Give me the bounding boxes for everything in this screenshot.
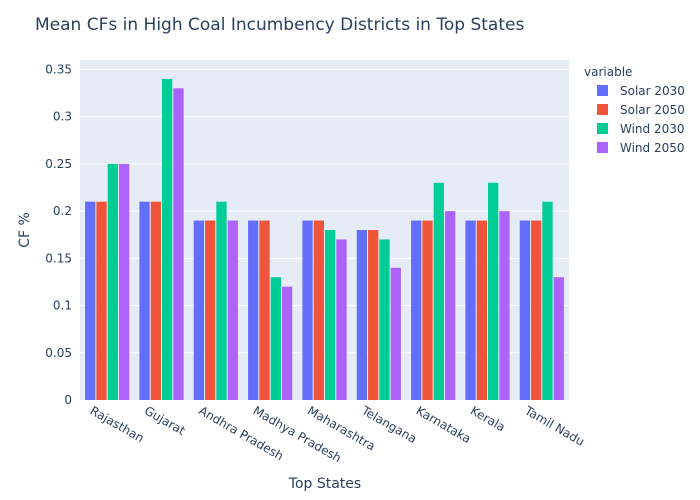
legend-label: Solar 2030 bbox=[620, 84, 685, 98]
y-tick-label: 0.1 bbox=[53, 299, 72, 313]
bar-solar-2050-gujarat[interactable] bbox=[150, 201, 161, 400]
bar-solar-2030-rajasthan[interactable] bbox=[85, 201, 96, 400]
bar-wind-2030-karnataka[interactable] bbox=[433, 182, 444, 400]
y-tick-label: 0.2 bbox=[53, 204, 72, 218]
bar-wind-2050-karnataka[interactable] bbox=[444, 211, 456, 400]
bar-solar-2050-maharashtra[interactable] bbox=[313, 220, 324, 400]
bar-wind-2050-gujarat[interactable] bbox=[173, 88, 184, 400]
bar-solar-2030-karnataka[interactable] bbox=[411, 220, 422, 400]
y-axis-ticks: 0 0.05 0.1 0.15 0.2 0.25 0.3 0.35 bbox=[45, 62, 72, 407]
bar-wind-2050-madhya-pradesh[interactable] bbox=[281, 286, 293, 400]
bar-solar-2030-telangana[interactable] bbox=[356, 230, 368, 400]
legend-item[interactable]: Solar 2050 bbox=[597, 103, 685, 117]
bar-solar-2030-kerala[interactable] bbox=[465, 220, 476, 400]
legend-label: Wind 2050 bbox=[620, 141, 685, 155]
bar-solar-2050-kerala[interactable] bbox=[476, 220, 487, 400]
legend-swatch bbox=[597, 142, 608, 153]
bar-solar-2030-andhra-pradesh[interactable] bbox=[193, 220, 205, 400]
bar-solar-2050-karnataka[interactable] bbox=[422, 220, 433, 400]
y-tick-label: 0.25 bbox=[45, 157, 72, 171]
bar-wind-2030-gujarat[interactable] bbox=[162, 78, 173, 400]
bar-wind-2030-maharashtra[interactable] bbox=[325, 230, 336, 400]
bar-wind-2050-andhra-pradesh[interactable] bbox=[227, 220, 238, 400]
y-tick-label: 0.35 bbox=[45, 62, 72, 76]
legend-swatch bbox=[597, 85, 608, 96]
x-tick-label: Gujarat bbox=[142, 403, 188, 438]
x-axis-title: Top States bbox=[288, 476, 361, 492]
x-tick-label: Kerala bbox=[468, 403, 508, 434]
x-tick-label: Tamil Nadu bbox=[521, 403, 586, 449]
bar-wind-2030-madhya-pradesh[interactable] bbox=[270, 277, 281, 400]
bars[interactable] bbox=[85, 78, 564, 400]
legend-title: variable bbox=[584, 65, 632, 79]
bar-wind-2030-telangana[interactable] bbox=[379, 239, 390, 400]
y-axis-title: CF % bbox=[17, 212, 33, 248]
bar-wind-2030-kerala[interactable] bbox=[488, 182, 499, 400]
bar-wind-2030-rajasthan[interactable] bbox=[107, 163, 118, 400]
legend-item[interactable]: Wind 2030 bbox=[597, 122, 685, 136]
bar-solar-2030-maharashtra[interactable] bbox=[302, 220, 313, 400]
legend[interactable]: variable Solar 2030 Solar 2050 Wind 2030 Wi… bbox=[584, 65, 685, 155]
bar-wind-2050-tamil-nadu[interactable] bbox=[553, 277, 564, 400]
bar-wind-2050-rajasthan[interactable] bbox=[118, 163, 130, 400]
legend-item[interactable]: Solar 2030 bbox=[597, 84, 685, 98]
bar-wind-2030-andhra-pradesh[interactable] bbox=[216, 201, 227, 400]
y-tick-label: 0.05 bbox=[45, 346, 72, 360]
bar-solar-2030-madhya-pradesh[interactable] bbox=[248, 220, 259, 400]
chart-title: Mean CFs in High Coal Incumbency Distric… bbox=[35, 15, 524, 35]
bar-solar-2050-madhya-pradesh[interactable] bbox=[259, 220, 270, 400]
legend-item[interactable]: Wind 2050 bbox=[597, 141, 685, 155]
bar-solar-2050-telangana[interactable] bbox=[368, 230, 379, 400]
y-tick-label: 0.3 bbox=[53, 110, 72, 124]
bar-solar-2050-andhra-pradesh[interactable] bbox=[205, 220, 216, 400]
bar-solar-2050-rajasthan[interactable] bbox=[96, 201, 107, 400]
bar-solar-2050-tamil-nadu[interactable] bbox=[531, 220, 542, 400]
y-tick-label: 0.15 bbox=[45, 251, 72, 265]
x-tick-label: Karnataka bbox=[414, 403, 474, 446]
gridlines bbox=[80, 68, 569, 354]
legend-swatch bbox=[597, 104, 608, 115]
bar-solar-2030-tamil-nadu[interactable] bbox=[519, 220, 531, 400]
bar-wind-2050-kerala[interactable] bbox=[499, 211, 510, 400]
bar-solar-2030-gujarat[interactable] bbox=[139, 201, 150, 400]
y-tick-label: 0 bbox=[64, 393, 72, 407]
x-tick-label: Rajasthan bbox=[88, 403, 147, 445]
bar-wind-2030-tamil-nadu[interactable] bbox=[542, 201, 553, 400]
legend-label: Wind 2030 bbox=[620, 122, 685, 136]
legend-swatch bbox=[597, 123, 608, 134]
legend-label: Solar 2050 bbox=[620, 103, 685, 117]
bar-wind-2050-telangana[interactable] bbox=[390, 267, 401, 400]
bar-wind-2050-maharashtra[interactable] bbox=[336, 239, 347, 400]
